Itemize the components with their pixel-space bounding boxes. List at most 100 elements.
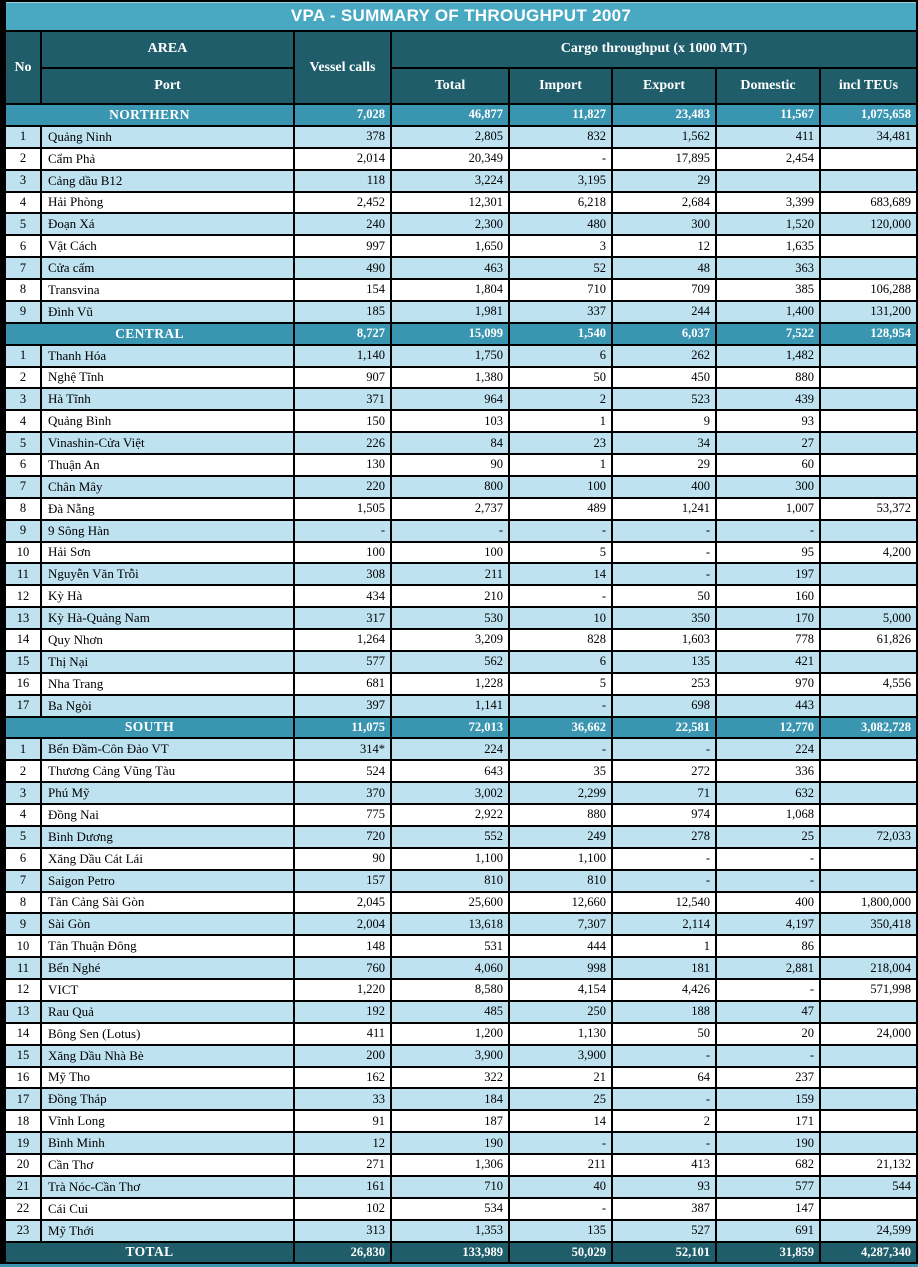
cargo-total-value: 322 <box>392 1067 508 1088</box>
cargo-domestic-value: 682 <box>717 1155 819 1175</box>
cargo-total-value: 1,228 <box>392 673 508 694</box>
cargo-total-value: 103 <box>392 411 508 432</box>
port-row: 21 Trà Nóc-Cần Thơ 161 710 40 93 577 544 <box>6 1176 916 1197</box>
header-port: Port <box>42 68 293 103</box>
incl-teus-value <box>821 411 916 432</box>
cargo-export-value: 50 <box>613 586 715 607</box>
port-name: VICT <box>42 980 293 1000</box>
port-name: Bến Nghé <box>42 958 293 978</box>
cargo-import-value: 7,307 <box>510 914 611 935</box>
cargo-total-value: 534 <box>392 1198 508 1219</box>
cargo-export-value: 17,895 <box>613 148 715 169</box>
row-no: 10 <box>6 542 40 563</box>
cargo-domestic-value: - <box>717 870 819 891</box>
port-row: 16 Mỹ Tho 162 322 21 64 237 <box>6 1067 916 1088</box>
cargo-export-value: 698 <box>613 695 715 716</box>
cargo-total-value: 1,804 <box>392 280 508 300</box>
cargo-import-value: - <box>510 695 611 716</box>
port-row: 1 Bến Đầm-Côn Đảo VT 314* 224- -224 <box>6 739 916 760</box>
row-no: 6 <box>6 848 40 869</box>
vessel-calls-value: 411 <box>295 1023 390 1044</box>
cargo-export-value: 387 <box>613 1198 715 1219</box>
port-name: Tân Cảng Sài Gòn <box>42 892 293 913</box>
cargo-import-value: 14 <box>510 1111 611 1132</box>
vessel-calls-value: 314* <box>295 739 390 760</box>
row-no: 14 <box>6 1023 40 1044</box>
incl-teus-value <box>821 1089 916 1110</box>
port-name: Đoạn Xá <box>42 214 293 235</box>
cargo-domestic-value <box>717 170 819 191</box>
incl-teus-value <box>821 476 916 497</box>
cargo-domestic-value: 336 <box>717 761 819 782</box>
cargo-total-value: 3,900 <box>392 1045 508 1066</box>
section-name: SOUTH <box>6 717 293 738</box>
header-export: Export <box>613 68 715 103</box>
port-name: Kỳ Hà <box>42 586 293 607</box>
cargo-total-value: 211 <box>392 564 508 585</box>
cargo-domestic-value: 4,197 <box>717 914 819 935</box>
section-header-row: NORTHERN 7,028 46,877 11,827 23,483 11,567 1,0… <box>6 105 916 125</box>
port-name: Thương Cảng Vũng Tàu <box>42 761 293 782</box>
port-row: 8 Đà Nẵng 1,505 2,737 489 1,241 1,007 53,372 <box>6 498 916 519</box>
port-row: 1 Thanh Hóa 1,140 1,750 6 262 1,482 <box>6 345 916 366</box>
port-name: Vĩnh Long <box>42 1111 293 1132</box>
cargo-domestic-value: 421 <box>717 651 819 672</box>
cargo-domestic-value: 632 <box>717 783 819 803</box>
incl-teus-value: 53,372 <box>821 498 916 519</box>
vessel-calls-value: 2,014 <box>295 148 390 169</box>
port-name: Cần Thơ <box>42 1155 293 1175</box>
cargo-total-value: 100 <box>392 542 508 563</box>
vessel-calls-value: 378 <box>295 126 390 147</box>
cargo-total-value: 1,750 <box>392 345 508 366</box>
section-header-row: SOUTH 11,075 72,013 36,662 22,581 12,770 3,082… <box>6 717 916 738</box>
cargo-domestic-value: 577 <box>717 1176 819 1197</box>
cargo-export-value: 2,114 <box>613 914 715 935</box>
cargo-export-value: 181 <box>613 958 715 978</box>
cargo-export-value: 709 <box>613 280 715 300</box>
cargo-export-value: 64 <box>613 1067 715 1088</box>
cargo-total-value: 530 <box>392 608 508 628</box>
row-no: 7 <box>6 258 40 278</box>
cargo-total-value: 552 <box>392 826 508 847</box>
vessel-calls-value: 148 <box>295 936 390 957</box>
cargo-total-value: 190 <box>392 1133 508 1153</box>
incl-teus-value <box>821 1111 916 1132</box>
incl-teus-value: 4,287,340 <box>821 1242 916 1263</box>
port-row: 14 Quy Nhơn 1,264 3,209 828 1,603 778 61,826 <box>6 630 916 650</box>
vessel-calls-value: 157 <box>295 870 390 891</box>
cargo-export-value: 4,426 <box>613 980 715 1000</box>
cargo-import-value: 4,154 <box>510 980 611 1000</box>
port-name: Mỹ Tho <box>42 1067 293 1088</box>
incl-teus-value: 4,556 <box>821 673 916 694</box>
row-no: 21 <box>6 1176 40 1197</box>
cargo-total-value: 800 <box>392 476 508 497</box>
port-row: 2 Thương Cảng Vũng Tàu 524 643 35 272 336 <box>6 761 916 782</box>
cargo-total-value: 2,805 <box>392 126 508 147</box>
port-row: 1 Quảng Ninh 378 2,805 832 1,562 411 34,481 <box>6 126 916 147</box>
cargo-domestic-value: - <box>717 980 819 1000</box>
row-no: 12 <box>6 980 40 1000</box>
port-name: Tân Thuận Đông <box>42 936 293 957</box>
cargo-total-value: 1,380 <box>392 367 508 388</box>
vessel-calls-value: 130 <box>295 455 390 475</box>
port-name: Đồng Tháp <box>42 1089 293 1110</box>
header-area: AREA <box>42 32 293 67</box>
incl-teus-value: 24,599 <box>821 1220 916 1241</box>
port-row: 4 Đồng Nai 775 2,922 880 974 1,068 <box>6 805 916 825</box>
cargo-export-value: 523 <box>613 389 715 410</box>
port-name: Vinashin-Cửa Việt <box>42 433 293 453</box>
header-import: Import <box>510 68 611 103</box>
cargo-export-value: 71 <box>613 783 715 803</box>
vessel-calls-value: 26,830 <box>295 1242 390 1263</box>
port-name: Trà Nóc-Cần Thơ <box>42 1176 293 1197</box>
cargo-import-value: 12,660 <box>510 892 611 913</box>
cargo-import-value: 880 <box>510 805 611 825</box>
cargo-export-value: - <box>613 739 715 760</box>
cargo-export-value: 278 <box>613 826 715 847</box>
cargo-import-value: 6,218 <box>510 192 611 213</box>
cargo-domestic-value: - <box>717 1045 819 1066</box>
vessel-calls-value: 1,505 <box>295 498 390 519</box>
section-name: CENTRAL <box>6 323 293 344</box>
cargo-import-value: 250 <box>510 1001 611 1022</box>
cargo-import-value: 2 <box>510 389 611 410</box>
